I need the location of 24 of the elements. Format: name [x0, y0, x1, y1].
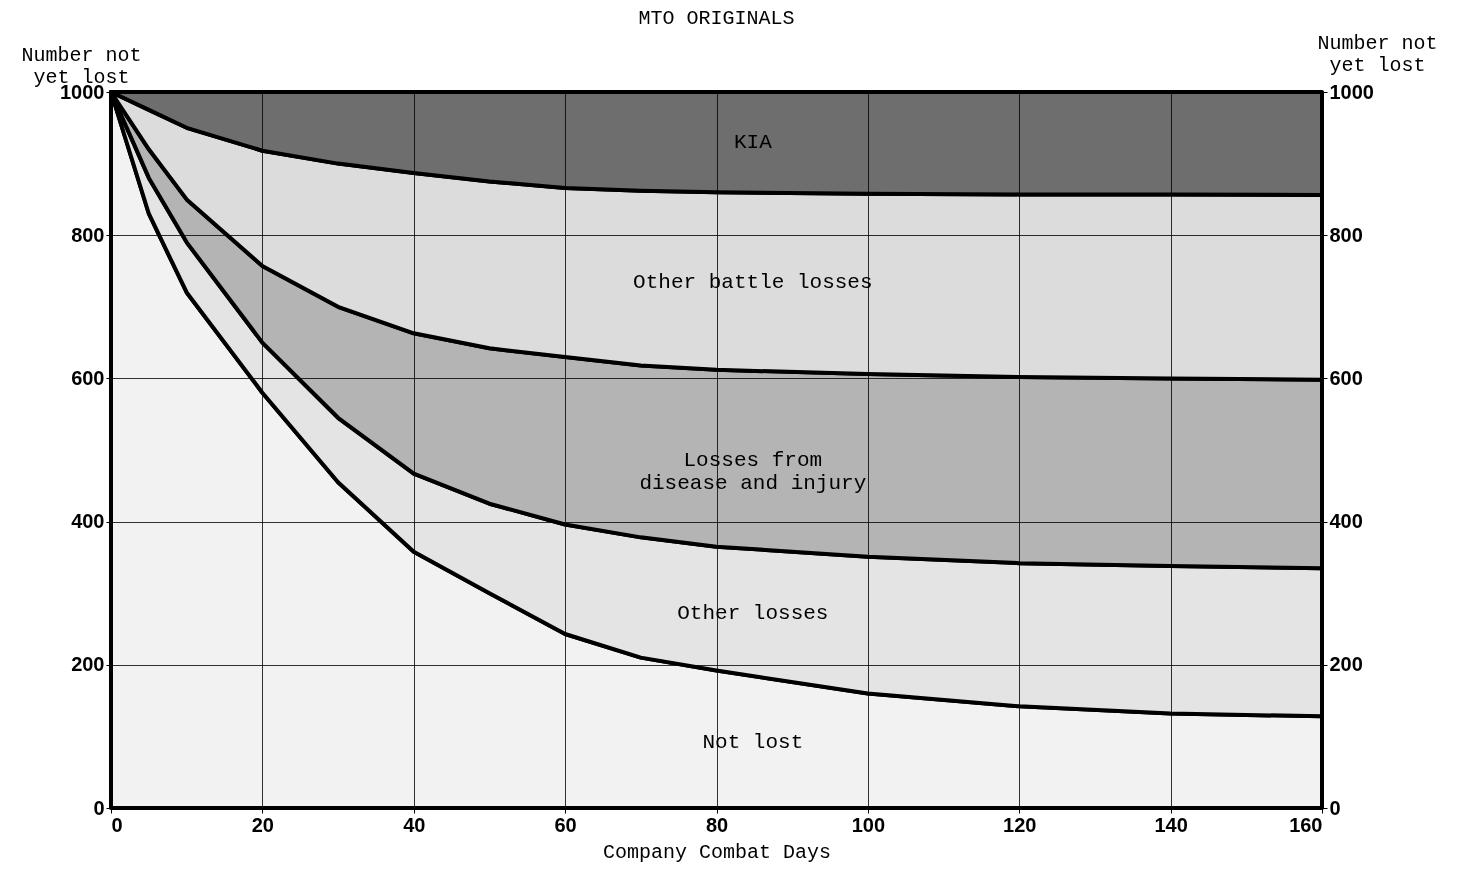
x-tick-label: 40 — [403, 813, 426, 836]
x-tick-label: 0 — [111, 813, 123, 836]
x-tick-label: 20 — [251, 813, 274, 836]
y2-tick-label: 0 — [1329, 796, 1341, 819]
x-tick-label: 160 — [1289, 813, 1323, 836]
y2-axis-title: Number not yet lost — [1317, 31, 1438, 77]
y2-tick-label: 600 — [1329, 366, 1363, 389]
series-label: KIA — [733, 131, 773, 155]
x-tick-label: 140 — [1154, 813, 1188, 836]
x-tick-label: 60 — [554, 813, 577, 836]
x-axis-title: Company Combat Days — [602, 840, 832, 864]
y-tick-label: 200 — [71, 653, 105, 676]
y2-tick-label: 800 — [1329, 223, 1363, 246]
y2-tick-label: 1000 — [1329, 80, 1374, 103]
x-tick-label: 120 — [1003, 813, 1037, 836]
y-tick-label: 600 — [71, 366, 105, 389]
y2-tick-label: 400 — [1329, 510, 1363, 533]
y2-tick-label: 200 — [1329, 653, 1363, 676]
y-tick-label: 0 — [93, 796, 105, 819]
x-tick-label: 80 — [705, 813, 729, 836]
chart-title: MTO ORIGINALS — [638, 7, 795, 30]
y-tick-label: 800 — [71, 223, 105, 246]
y-tick-label: 400 — [71, 510, 105, 533]
x-tick-label: 100 — [851, 813, 886, 836]
